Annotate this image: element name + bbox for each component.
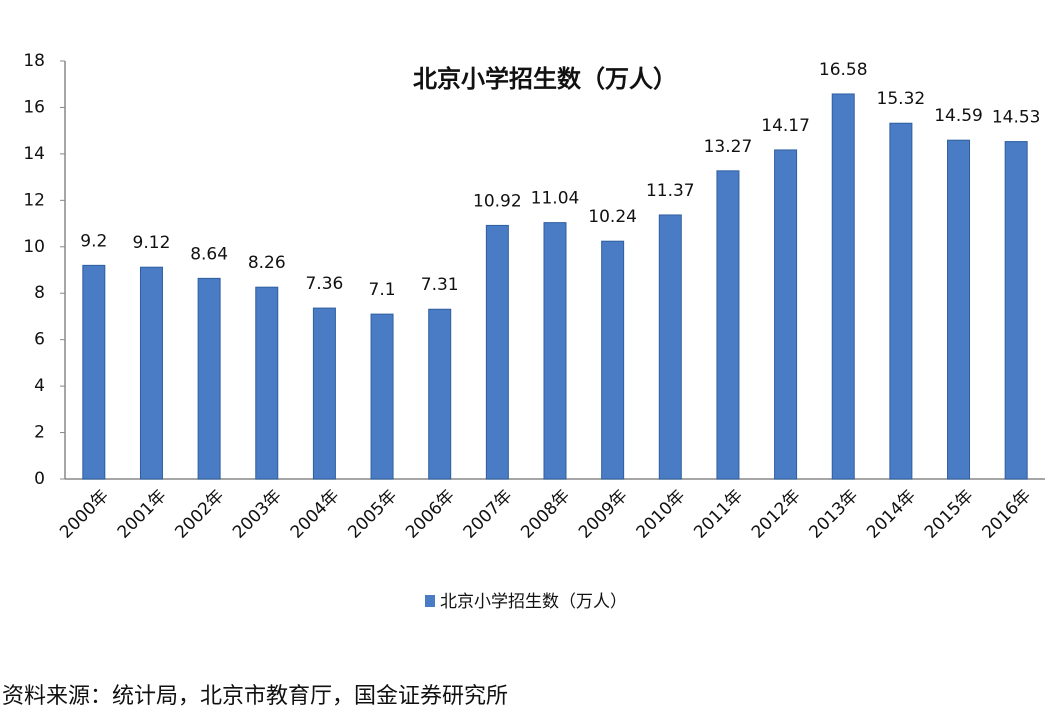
x-tick-label: 2014年 — [863, 486, 920, 543]
value-label: 7.1 — [369, 280, 396, 300]
x-tick-label: 2016年 — [978, 486, 1035, 543]
x-tick-label: 2012年 — [748, 486, 805, 543]
bar — [774, 149, 798, 480]
value-label: 9.2 — [80, 231, 107, 251]
y-tick-label: 14 — [23, 144, 45, 164]
x-tick-label: 2002年 — [171, 486, 228, 543]
bar — [601, 240, 625, 480]
value-label: 11.37 — [646, 181, 695, 201]
x-tick-label: 2000年 — [56, 486, 113, 543]
bar — [1004, 141, 1028, 480]
bar — [716, 170, 740, 480]
y-tick-label: 2 — [34, 423, 45, 443]
value-label: 7.31 — [421, 275, 459, 295]
value-label: 15.32 — [877, 89, 926, 109]
value-label: 11.04 — [531, 189, 580, 209]
bar — [947, 139, 971, 480]
x-tick-label: 2007年 — [460, 486, 517, 543]
bar — [831, 93, 855, 480]
y-tick-label: 12 — [23, 190, 45, 210]
bar — [543, 222, 567, 480]
y-tick-label: 0 — [34, 469, 45, 489]
y-tick-label: 10 — [23, 237, 45, 257]
x-tick-label: 2005年 — [344, 486, 401, 543]
value-label: 14.17 — [761, 116, 810, 136]
value-label: 13.27 — [704, 137, 753, 157]
value-label: 9.12 — [133, 233, 171, 253]
value-label: 16.58 — [819, 60, 868, 80]
value-label: 8.64 — [190, 244, 228, 264]
bar — [82, 264, 106, 480]
bar — [485, 224, 509, 480]
x-tick-label: 2010年 — [633, 486, 690, 543]
bar — [428, 308, 452, 480]
legend-swatch — [425, 595, 435, 607]
x-tick-label: 2011年 — [690, 486, 747, 543]
x-tick-label: 2001年 — [114, 486, 171, 543]
value-label: 14.59 — [934, 106, 983, 126]
bar — [255, 286, 279, 480]
legend-label: 北京小学招生数（万人） — [440, 592, 627, 612]
y-tick-label: 18 — [23, 51, 45, 71]
bar — [370, 313, 394, 480]
source-note: 资料来源：统计局，北京市教育厅，国金证券研究所 — [2, 684, 508, 709]
x-tick-label: 2015年 — [921, 486, 978, 543]
bar — [312, 307, 336, 480]
x-tick-label: 2006年 — [402, 486, 459, 543]
y-tick-label: 8 — [34, 283, 45, 303]
x-tick-label: 2013年 — [806, 486, 863, 543]
x-tick-label: 2009年 — [575, 486, 632, 543]
value-label: 7.36 — [305, 274, 343, 294]
bar — [197, 277, 221, 480]
y-tick-label: 6 — [34, 330, 45, 350]
chart-title: 北京小学招生数（万人） — [413, 65, 677, 93]
value-label: 10.24 — [588, 207, 637, 227]
value-label: 10.92 — [473, 191, 522, 211]
x-tick-label: 2003年 — [229, 486, 286, 543]
x-tick-label: 2004年 — [287, 486, 344, 543]
y-tick-label: 16 — [23, 97, 45, 117]
bar — [889, 122, 913, 480]
bar — [658, 214, 682, 480]
y-tick-label: 4 — [34, 376, 45, 396]
bar — [139, 266, 163, 480]
value-label: 14.53 — [992, 108, 1041, 128]
value-label: 8.26 — [248, 253, 286, 273]
x-tick-label: 2008年 — [517, 486, 574, 543]
